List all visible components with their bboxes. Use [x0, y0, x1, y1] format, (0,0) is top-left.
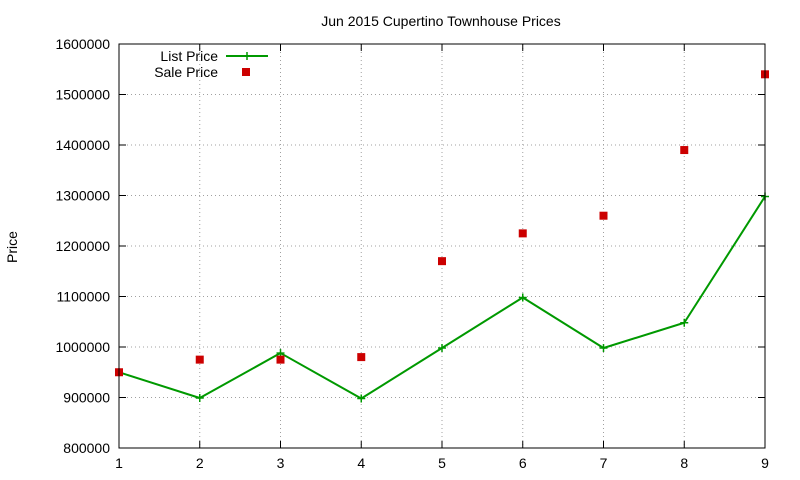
sale-price-point [680, 146, 689, 155]
y-tick-label: 1100000 [57, 289, 111, 305]
x-tick-label: 4 [357, 455, 365, 471]
tick-labels: 800000 900000 1000000 1100000 1200000 1300000… [55, 36, 769, 471]
list-price-point [518, 293, 527, 302]
x-tick-label: 8 [680, 455, 688, 471]
legend-entry: Sale Price [154, 64, 250, 80]
x-tick-label: 1 [115, 455, 123, 471]
legend-plus-marker [243, 52, 251, 60]
list-price-point [599, 344, 608, 353]
list-price-point [438, 344, 446, 353]
chart-title: Jun 2015 Cupertino Townhouse Prices [321, 13, 560, 29]
x-tick-label: 5 [438, 455, 446, 471]
x-tick-label: 7 [600, 455, 608, 471]
y-tick-label: 1500000 [55, 87, 110, 103]
legend-label: List Price [160, 48, 218, 64]
x-tick-label: 6 [519, 455, 527, 471]
sale-price-point [599, 211, 608, 220]
grid [119, 44, 765, 448]
legend-label: Sale Price [154, 64, 218, 80]
sale-price-point [195, 355, 204, 364]
x-tick-label: 2 [196, 455, 204, 471]
x-tick-label: 9 [761, 455, 769, 471]
sale-price-point [438, 257, 446, 266]
y-axis-label: Price [4, 231, 20, 263]
list-price-point [195, 394, 204, 403]
sale-price-point [276, 355, 285, 364]
y-tick-label: 800000 [63, 440, 110, 456]
sale-price-point [518, 229, 527, 238]
y-tick-label: 1600000 [55, 36, 110, 52]
legend-square-marker [242, 68, 250, 76]
y-tick-label: 1200000 [55, 238, 110, 254]
y-tick-label: 1000000 [55, 339, 110, 355]
x-tick-label: 3 [277, 455, 285, 471]
plot-frame [118, 43, 766, 449]
y-tick-label: 900000 [63, 390, 110, 406]
y-tick-label: 1400000 [55, 137, 110, 153]
sale-price-point [357, 353, 366, 362]
legend-entry: List Price [160, 48, 268, 64]
list-price-point [680, 318, 689, 327]
list-price-point [357, 394, 366, 403]
y-tick-label: 1300000 [55, 188, 110, 204]
